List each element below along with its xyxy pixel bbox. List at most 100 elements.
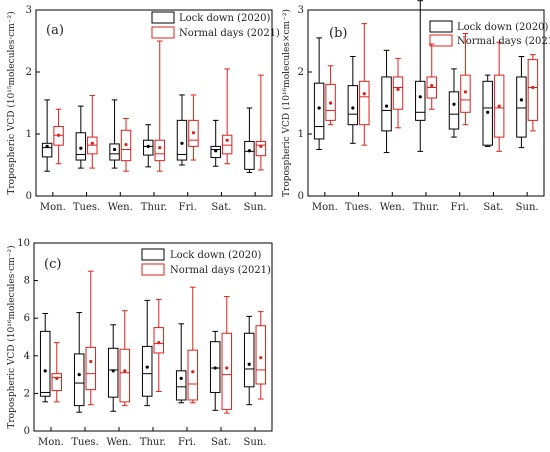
mean-marker <box>497 104 501 108</box>
mean-marker <box>191 370 195 374</box>
mean-marker <box>225 138 229 142</box>
box-lockdown-sun <box>243 315 255 406</box>
y-tick-label: 0 <box>24 426 30 437</box>
panel-b-x-ticks: Mon. Tues. Wen. Thur. Fri. Sat. Sun. <box>312 192 539 213</box>
box-lockdown-mon <box>41 99 53 172</box>
mean-marker <box>158 146 162 150</box>
x-tick-label: Wen. <box>107 437 132 448</box>
mean-marker <box>89 359 93 364</box>
y-tick-label: 3 <box>26 5 32 16</box>
mean-marker <box>531 85 535 90</box>
y-tick-label: 0 <box>298 191 304 202</box>
box-normal-sat <box>221 68 233 165</box>
x-tick-label: Sun. <box>516 202 539 213</box>
mean-marker <box>463 90 468 94</box>
box-lockdown-thur <box>141 299 153 407</box>
box-normal-thur <box>153 298 165 393</box>
iqr-box <box>243 332 255 388</box>
x-tick-label: Mon. <box>38 437 64 448</box>
x-tick-label: Sat. <box>483 202 503 213</box>
box-normal-fri <box>187 286 199 404</box>
mean-marker <box>396 87 400 91</box>
box-normal-tues <box>359 23 370 146</box>
box-normal-tues <box>85 270 97 406</box>
panel-a-x-ticks: Mon. Tues. Wen. Thur. Fri. Sat. Sun. <box>40 192 267 213</box>
panel-c-legend-label-normal: Normal days (2021) <box>170 265 271 276</box>
iqr-box <box>176 119 188 161</box>
panel-a-y-ticks: 0 1 2 3 <box>26 5 40 202</box>
panel-c: Tropospheric VCD (10¹⁶molecules·cm⁻²) 0 2… <box>6 238 273 448</box>
y-tick-label: 2 <box>24 388 30 399</box>
iqr-box <box>392 76 404 110</box>
iqr-box <box>107 347 119 398</box>
mean-marker <box>79 146 83 150</box>
iqr-box <box>527 59 539 121</box>
mean-marker <box>77 373 81 377</box>
box-lockdown-sat <box>482 74 493 147</box>
mean-marker <box>259 356 263 360</box>
iqr-box <box>255 325 267 385</box>
panel-b-y-axis-label: Tropospheric VCD (10¹⁶molecules×cm⁻²) <box>281 9 292 197</box>
iqr-box <box>460 74 471 113</box>
iqr-box <box>493 74 505 138</box>
iqr-box <box>221 134 233 155</box>
iqr-box <box>141 345 153 397</box>
panel-c-y-ticks: 0 2 4 6 8 10 <box>17 238 38 437</box>
mean-marker <box>157 341 161 345</box>
iqr-box <box>85 346 97 391</box>
panel-c-legend-swatch-normal <box>141 263 165 276</box>
x-tick-label: Tues. <box>345 202 372 213</box>
panel-a-legend-label-lockdown: Lock down (2020) <box>179 13 270 24</box>
x-tick-label: Sat. <box>211 437 231 448</box>
box-normal-sat <box>221 296 233 414</box>
iqr-box <box>448 91 460 130</box>
box-lockdown-tues <box>347 56 359 144</box>
iqr-box <box>175 370 187 401</box>
iqr-box <box>41 142 53 158</box>
box-lockdown-sat <box>210 119 221 167</box>
mean-marker <box>225 366 229 370</box>
y-tick-label: 8 <box>24 276 30 287</box>
box-normal-sun <box>255 311 267 400</box>
box-normal-wen <box>392 57 404 129</box>
mean-marker <box>112 147 117 152</box>
y-tick-label: 3 <box>298 5 304 16</box>
box-lockdown-fri <box>175 323 187 404</box>
mean-marker <box>111 369 115 373</box>
mean-marker <box>351 106 355 110</box>
y-tick-label: 0 <box>26 191 32 202</box>
x-tick-label: Tues. <box>73 202 100 213</box>
box-normal-wen <box>119 310 131 407</box>
box-lockdown-fri <box>176 94 188 166</box>
box-normal-thur <box>426 43 437 110</box>
iqr-box <box>255 140 267 157</box>
iqr-box <box>153 327 165 354</box>
mean-marker <box>56 133 61 137</box>
box-normal-mon <box>325 65 336 126</box>
box-lockdown-mon <box>39 313 51 403</box>
iqr-box <box>381 76 392 132</box>
mean-marker <box>146 144 150 148</box>
iqr-box <box>482 80 493 146</box>
panel-b-plot-frame <box>307 9 545 197</box>
x-tick-label: Fri. <box>451 202 469 213</box>
iqr-box <box>325 83 336 121</box>
iqr-box <box>143 139 154 156</box>
iqr-box <box>516 76 527 138</box>
x-tick-label: Wen. <box>108 202 133 213</box>
x-tick-label: Sun. <box>244 437 267 448</box>
x-tick-label: Sat. <box>211 202 231 213</box>
mean-marker <box>452 102 456 106</box>
x-tick-label: Tues. <box>71 437 98 448</box>
y-tick-label: 10 <box>17 238 30 249</box>
mean-marker <box>430 84 434 88</box>
y-tick-label: 2 <box>298 67 304 78</box>
iqr-box <box>187 349 199 401</box>
mean-marker <box>43 369 47 373</box>
panel-b: Tropospheric VCD (10¹⁶molecules×cm⁻²) 0 1… <box>281 0 550 213</box>
mean-marker <box>179 376 183 380</box>
x-tick-label: Thur. <box>140 437 166 448</box>
box-lockdown-fri <box>448 68 460 138</box>
x-tick-label: Mon. <box>40 202 66 213</box>
